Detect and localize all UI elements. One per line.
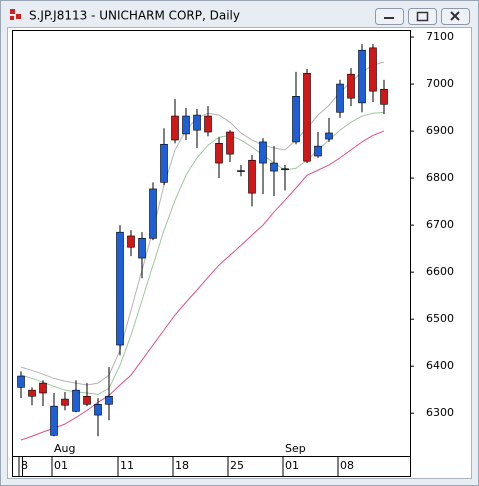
x-tick-label: 01 [285, 459, 299, 472]
x-tick-label: 01 [54, 459, 68, 472]
candle-body [149, 188, 157, 239]
plot: Aug Sep [17, 44, 388, 455]
moving-average [20, 111, 385, 395]
candle-body [204, 115, 212, 133]
candle-body [72, 389, 80, 412]
candle-body [314, 145, 322, 157]
window-buttons [375, 8, 470, 25]
candle-body [193, 114, 201, 131]
y-tick-label: 6300 [426, 406, 454, 419]
x-tick-label: 08 [340, 459, 354, 472]
minimize-icon [384, 17, 394, 19]
y-tick-label: 6700 [426, 218, 454, 231]
candle-body [160, 143, 168, 183]
candle-body [50, 405, 58, 436]
candle-body [358, 49, 366, 104]
candle-body [336, 83, 344, 113]
candle-body [292, 95, 300, 143]
candle-body [325, 132, 333, 140]
x-tick-label: 18 [175, 459, 189, 472]
month-label: Sep [285, 442, 306, 455]
candle-body [380, 88, 388, 105]
moving-average [20, 130, 385, 441]
candle-body [171, 115, 179, 141]
moving-average [20, 61, 385, 386]
candle-body [94, 403, 102, 416]
candle-body [83, 395, 91, 405]
candle-body [39, 382, 47, 394]
y-tick-label: 6400 [426, 359, 454, 372]
candle-body [226, 131, 234, 155]
candle-body [28, 389, 36, 397]
candle-body [347, 73, 355, 99]
app-icon [10, 9, 15, 14]
candle-body [127, 235, 135, 248]
x-tick-label: 11 [120, 459, 134, 472]
candle-body [215, 143, 223, 164]
candle-body [61, 398, 69, 406]
close-icon [450, 11, 460, 21]
candle-body [281, 168, 289, 171]
y-tick-label: 6500 [426, 312, 454, 325]
candle-body [182, 115, 190, 135]
candle-body [237, 170, 245, 172]
y-tick-label: 6800 [426, 171, 454, 184]
x-tick-label: 8 [21, 459, 28, 472]
plot-frame [12, 30, 411, 457]
month-label: Aug [54, 442, 75, 455]
y-tick-label: 7000 [426, 77, 454, 90]
x-tick-label: 25 [230, 459, 244, 472]
window-title: S.JP.J8113 - UNICHARM CORP, Daily [29, 9, 240, 23]
y-tick-label: 7100 [426, 30, 454, 43]
candle-body [369, 47, 377, 92]
candle-body [116, 231, 124, 346]
app-icon [16, 14, 21, 19]
candle-body [105, 395, 113, 405]
candle-body [270, 162, 278, 172]
y-tick-label: 6900 [426, 124, 454, 137]
minimize-button[interactable] [375, 8, 404, 25]
candle-body [259, 141, 267, 164]
maximize-button[interactable] [408, 8, 437, 25]
candle-body [303, 72, 311, 162]
candle-body [248, 159, 256, 194]
maximize-icon [416, 11, 429, 22]
candle-body [138, 237, 146, 259]
candle-body [17, 375, 25, 388]
y-tick-label: 6600 [426, 265, 454, 278]
app-icon [10, 16, 14, 20]
